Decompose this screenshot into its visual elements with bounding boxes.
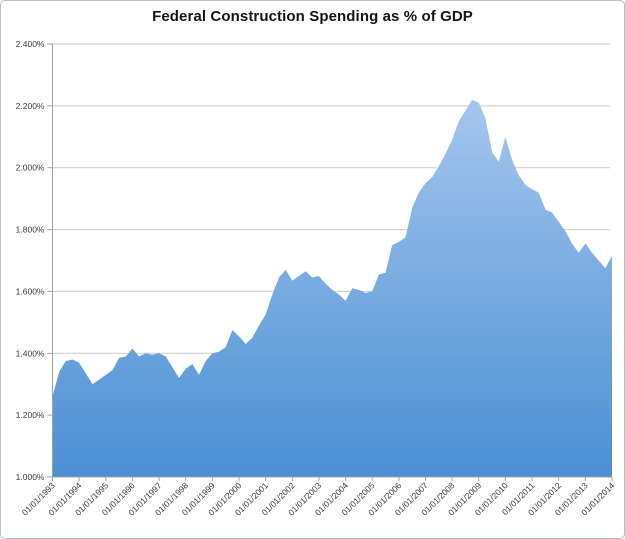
y-tick-label: 1.400% [16,348,45,358]
area-series [52,99,612,477]
y-tick-label: 1.200% [16,410,45,420]
y-tick-label: 2.400% [16,39,45,49]
y-tick-labels: 1.000% 1.200% 1.400% 1.600% 1.800% 2.000% 2.20… [16,39,45,482]
y-tick-label: 1.000% [16,472,45,482]
y-tick-label: 1.600% [16,286,45,296]
axes [47,43,613,481]
x-tick-labels: 01/01/199301/01/199401/01/199501/01/1996… [20,480,617,517]
chart-title: Federal Construction Spending as % of GD… [152,8,473,25]
y-tick-label: 1.800% [16,225,45,235]
y-tick-label: 2.000% [16,163,45,173]
y-tick-label: 2.200% [16,101,45,111]
